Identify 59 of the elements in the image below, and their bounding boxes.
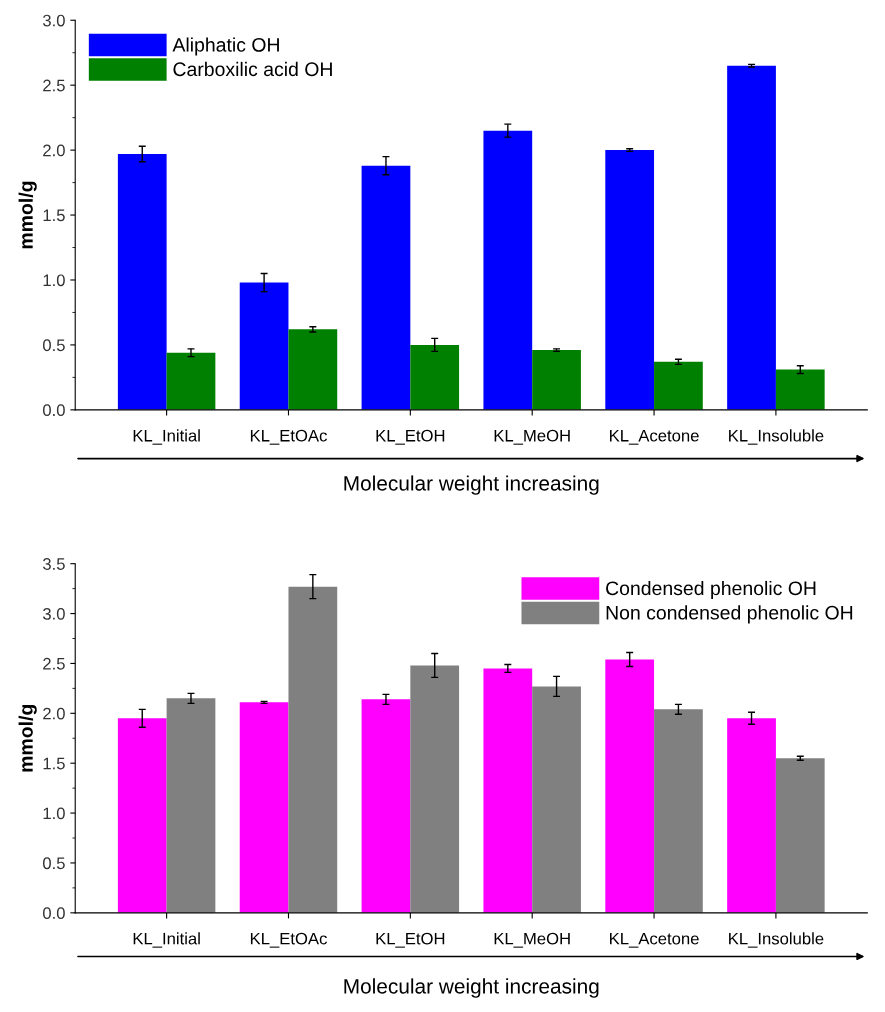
bar [605,150,655,410]
x-tick-label: KL_EtOAc [250,429,327,445]
x-axis-title: Molecular weight increasing [344,475,599,495]
legend-label: Aliphatic OH [172,37,279,56]
y-axis-title: mmol/g [18,181,37,249]
bar [532,686,581,913]
bar [654,709,703,913]
y-tick-label: 0.5 [42,857,65,870]
x-tick-label: KL_Insoluble [729,429,824,445]
x-tick-label: KL_EtOH [376,932,445,948]
x-tick-label: KL_Acetone [610,429,699,445]
legend-label: Carboxilic acid OH [173,61,332,77]
bar [117,154,167,410]
x-tick-label: KL_MeOH [494,932,570,948]
y-tick-label: 2.0 [43,707,65,720]
bar [361,165,411,410]
bar [727,65,776,410]
x-tick-label: KL_EtOH [376,429,445,445]
y-tick-label: 1.5 [43,757,65,770]
y-tick-label: 1.0 [43,274,65,287]
y-tick-label: 0.0 [42,404,65,417]
bar [288,329,338,410]
bar [239,282,289,410]
x-tick-label: KL_Insoluble [729,932,824,948]
bar [288,586,338,913]
y-tick-label: 2.5 [43,657,65,670]
bar [239,702,289,913]
bar [483,668,533,913]
y-tick-label: 1.5 [43,209,65,222]
y-tick-label: 0.0 [42,907,65,920]
bar [166,352,216,410]
y-tick-label: 3.0 [42,14,65,27]
bar [166,698,216,913]
bar [117,718,167,913]
x-tick-label: KL_Initial [133,932,200,948]
y-tick-label: 2.0 [43,144,65,157]
bar [410,344,460,410]
bar [727,718,776,913]
y-tick-label: 3.0 [42,607,65,620]
bar [361,699,411,913]
x-axis-title: Molecular weight increasing [344,978,599,998]
y-axis-title: mmol/g [18,704,37,772]
legend-label: Non condensed phenolic OH [606,605,853,624]
y-tick-label: 3.5 [42,558,65,570]
bar [483,130,533,410]
x-tick-label: KL_Initial [133,429,200,445]
y-tick-label: 0.5 [42,339,65,352]
bar [605,659,655,913]
legend-label: Condensed phenolic OH [606,580,816,600]
bar [410,665,460,913]
x-tick-label: KL_Acetone [610,932,699,948]
x-tick-label: KL_EtOAc [250,932,327,948]
bar [775,369,825,410]
bar [654,361,703,410]
x-tick-label: KL_MeOH [494,429,570,445]
bar [775,758,825,913]
bar [532,350,581,410]
y-tick-label: 1.0 [43,807,65,820]
y-tick-label: 2.5 [43,79,65,92]
